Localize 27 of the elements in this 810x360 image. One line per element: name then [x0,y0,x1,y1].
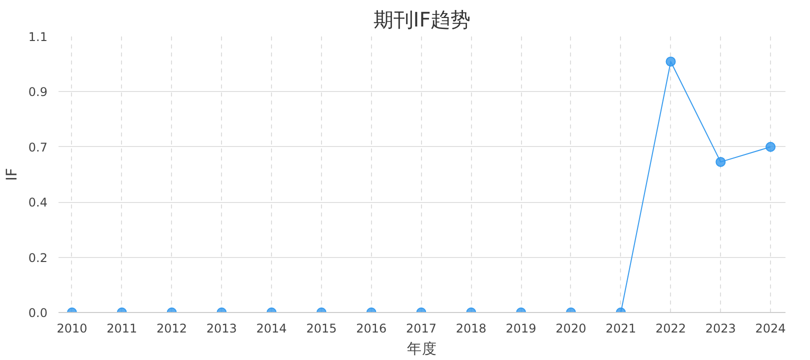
point [766,142,776,152]
x-tick-label: 2015 [306,322,337,336]
x-tick-label: 2018 [456,322,486,336]
x-axis-title: 年度 [407,340,437,358]
x-tick-label: 2014 [256,322,287,336]
x-tick-label: 2023 [705,322,736,336]
x-tick-label: 2019 [506,322,536,336]
x-tick-label: 2017 [406,322,437,336]
x-tick-label: 2024 [755,322,786,336]
y-tick-label: 0.2 [28,250,48,265]
chart-title: 期刊IF趋势 [373,8,471,32]
y-tick-label: 0.9 [28,85,48,100]
y-tick-label: 0.7 [28,140,48,154]
point [666,56,676,67]
y-tick-label: 1.1 [28,30,48,44]
x-tick-label: 2016 [356,322,387,336]
y-tick-label: 0.4 [28,196,48,210]
x-tick-label: 2012 [156,322,188,336]
x-tick-label: 2020 [556,322,586,336]
point [716,156,726,167]
x-tick-label: 2022 [655,322,686,336]
y-axis-title: IF [3,168,20,181]
x-tick-label: 2013 [206,322,237,336]
x-tick-label: 2021 [606,322,636,336]
x-tick-label: 2011 [106,322,138,336]
x-tick-label: 2010 [56,322,88,336]
y-tick-label: 0.0 [28,306,48,320]
